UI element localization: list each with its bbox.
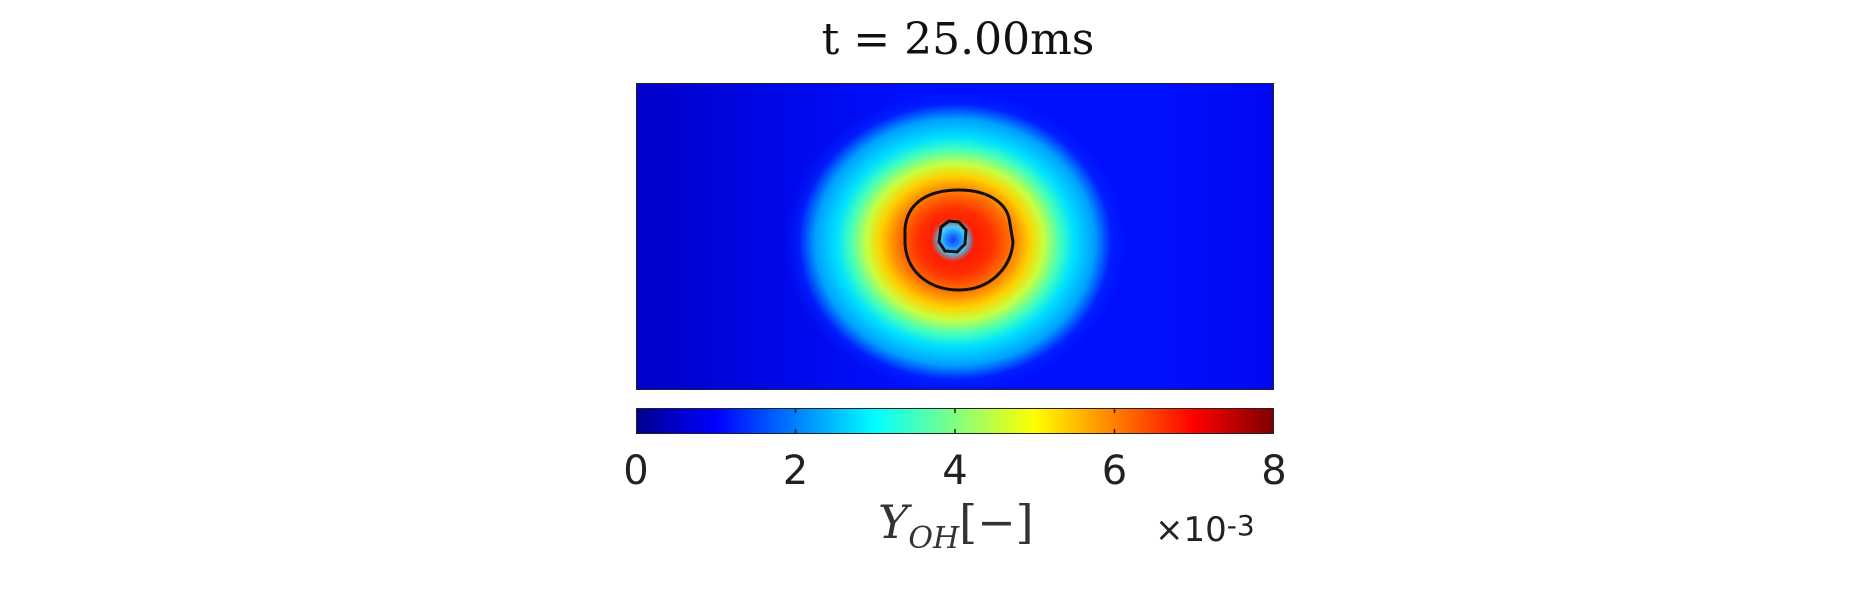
colorbar-label-unit: [−] [959, 495, 1034, 549]
inner-contour-line [937, 219, 968, 254]
colorbar-tick-label: 2 [782, 448, 809, 494]
colorbar-label-subscript: OH [908, 521, 960, 556]
outer-contour-line [903, 188, 1015, 292]
colorbar-tick-label: 8 [1261, 448, 1287, 494]
heatmap-field-core [637, 84, 1273, 389]
colorbar-label-symbol: Y [878, 495, 909, 549]
colorbar-exponent: ×10-3 [1155, 505, 1255, 551]
colorbar-tick-label: 4 [942, 448, 968, 494]
colorbar-tick-label: 6 [1101, 448, 1128, 494]
colorbar-label: YOH[−] [878, 495, 1034, 556]
chart-title: t = 25.00ms [821, 14, 1095, 65]
exponent-prefix: ×10 [1155, 510, 1227, 550]
colorbar [636, 408, 1274, 434]
exponent-power: -3 [1226, 509, 1255, 542]
colorbar-tick-label: 0 [623, 448, 649, 494]
heatmap-plot-area [636, 83, 1274, 390]
contour-overlay [903, 188, 1015, 292]
